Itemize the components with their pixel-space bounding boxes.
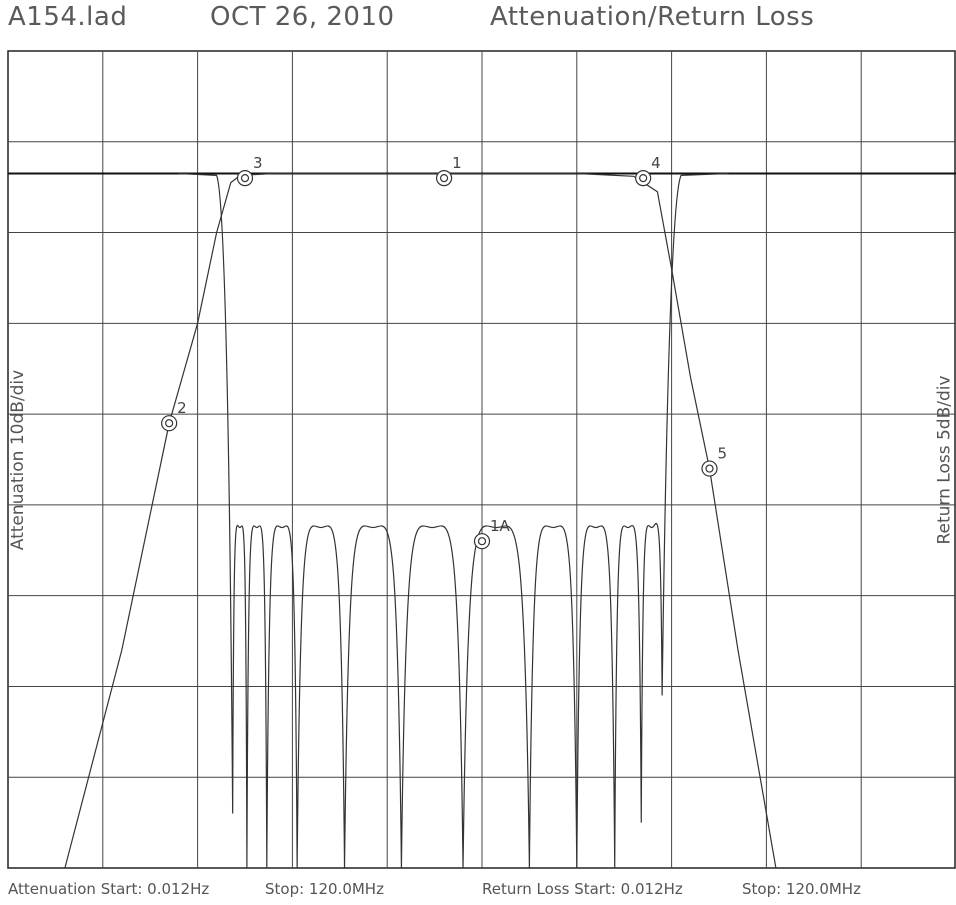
marker-label: 1A — [490, 517, 511, 535]
marker-dot — [705, 464, 714, 473]
marker-dot — [165, 419, 174, 428]
marker-1: 1 — [435, 154, 462, 187]
marker-ring — [236, 169, 254, 187]
attenuation-curve — [64, 172, 777, 869]
return-loss-curve — [178, 172, 729, 869]
marker-dot — [639, 173, 648, 183]
chart-title: Attenuation/Return Loss — [490, 2, 815, 32]
plot-markers: 1 2 3 4 5 1A — [161, 154, 728, 550]
marker-1a: 1A — [473, 517, 511, 550]
marker-label: 5 — [718, 445, 728, 463]
marker-label: 2 — [177, 399, 187, 417]
return-loss-stop-label: Stop: 120.0MHz — [742, 880, 861, 898]
return-loss-start-label: Return Loss Start: 0.012Hz — [482, 880, 683, 898]
right-axis-label: Return Loss 5dB/div — [934, 375, 955, 545]
marker-dot — [240, 173, 250, 183]
file-name: A154.lad — [8, 2, 128, 32]
marker-label: 3 — [253, 154, 263, 172]
marker-2: 2 — [161, 399, 187, 432]
marker-4: 4 — [635, 154, 661, 187]
marker-label: 4 — [651, 154, 661, 172]
plot-curves — [64, 172, 777, 869]
marker-label: 1 — [452, 154, 462, 172]
attenuation-stop-label: Stop: 120.0MHz — [265, 880, 384, 898]
plot-grid — [7, 50, 956, 869]
date-label: OCT 26, 2010 — [210, 2, 395, 32]
marker-dot — [477, 537, 487, 546]
marker-ring — [435, 169, 453, 187]
marker-ring — [161, 415, 178, 432]
left-axis-label: Attenuation 10dB/div — [8, 369, 29, 551]
attenuation-start-label: Attenuation Start: 0.012Hz — [8, 880, 210, 898]
marker-5: 5 — [701, 445, 728, 477]
marker-ring — [701, 460, 718, 477]
marker-ring — [635, 169, 652, 187]
marker-3: 3 — [236, 154, 263, 187]
marker-ring — [473, 533, 491, 550]
marker-dot — [439, 173, 449, 183]
